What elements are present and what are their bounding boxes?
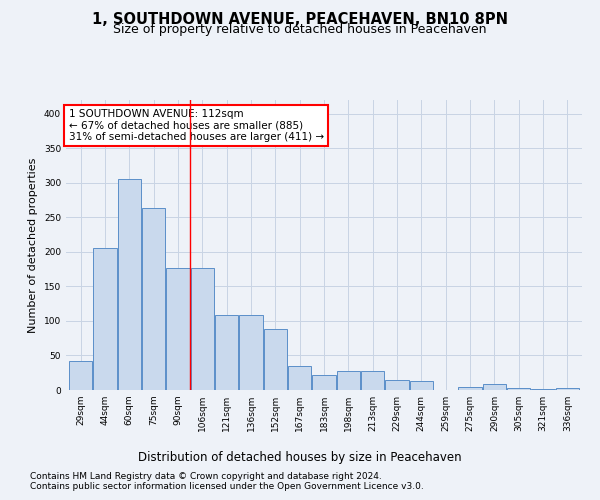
Bar bbox=[288, 366, 311, 390]
Bar bbox=[361, 370, 384, 390]
Bar bbox=[118, 180, 141, 390]
Bar bbox=[69, 361, 92, 390]
Text: Distribution of detached houses by size in Peacehaven: Distribution of detached houses by size … bbox=[138, 451, 462, 464]
Bar bbox=[191, 268, 214, 390]
Bar bbox=[410, 381, 433, 390]
Y-axis label: Number of detached properties: Number of detached properties bbox=[28, 158, 38, 332]
Bar bbox=[239, 316, 263, 390]
Bar bbox=[483, 384, 506, 390]
Text: 1 SOUTHDOWN AVENUE: 112sqm
← 67% of detached houses are smaller (885)
31% of sem: 1 SOUTHDOWN AVENUE: 112sqm ← 67% of deta… bbox=[68, 108, 324, 142]
Bar bbox=[507, 388, 530, 390]
Bar bbox=[166, 268, 190, 390]
Bar bbox=[556, 388, 579, 390]
Bar bbox=[264, 329, 287, 390]
Text: Contains HM Land Registry data © Crown copyright and database right 2024.: Contains HM Land Registry data © Crown c… bbox=[30, 472, 382, 481]
Text: Contains public sector information licensed under the Open Government Licence v3: Contains public sector information licen… bbox=[30, 482, 424, 491]
Text: Size of property relative to detached houses in Peacehaven: Size of property relative to detached ho… bbox=[113, 24, 487, 36]
Bar bbox=[215, 316, 238, 390]
Bar bbox=[385, 380, 409, 390]
Text: 1, SOUTHDOWN AVENUE, PEACEHAVEN, BN10 8PN: 1, SOUTHDOWN AVENUE, PEACEHAVEN, BN10 8P… bbox=[92, 12, 508, 28]
Bar bbox=[458, 386, 482, 390]
Bar bbox=[94, 248, 116, 390]
Bar bbox=[337, 370, 360, 390]
Bar bbox=[313, 375, 335, 390]
Bar bbox=[142, 208, 165, 390]
